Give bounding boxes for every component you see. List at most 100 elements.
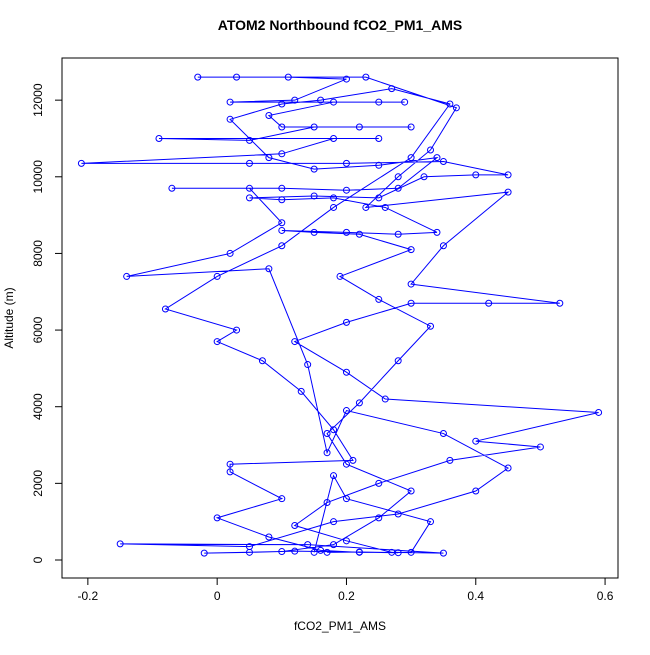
point (433, 154, 441, 162)
point (375, 134, 383, 142)
point (407, 299, 415, 307)
point (323, 449, 331, 457)
point (504, 171, 512, 179)
point (310, 192, 318, 200)
point (439, 157, 447, 165)
point (336, 272, 344, 280)
point (375, 161, 383, 169)
point (375, 479, 383, 487)
point (375, 295, 383, 303)
point (168, 184, 176, 192)
point (245, 184, 253, 192)
point (310, 165, 318, 173)
point (362, 203, 370, 211)
point (330, 203, 338, 211)
point (278, 495, 286, 503)
point (342, 495, 350, 503)
point (381, 395, 389, 403)
point (427, 518, 435, 526)
point (427, 146, 435, 154)
point (472, 487, 480, 495)
chart-title: ATOM2 Northbound fCO2_PM1_AMS (218, 17, 463, 33)
x-tick-label: 0.4 (467, 589, 484, 603)
point (375, 514, 383, 522)
point (330, 518, 338, 526)
point (310, 548, 318, 556)
point (472, 437, 480, 445)
point (427, 322, 435, 330)
point (330, 194, 338, 202)
point (226, 468, 234, 476)
point (330, 98, 338, 106)
point (291, 547, 299, 555)
point (407, 280, 415, 288)
point (77, 159, 85, 167)
point (446, 100, 454, 108)
point (323, 430, 331, 438)
point (116, 540, 124, 548)
point (291, 96, 299, 104)
point (245, 159, 253, 167)
point (394, 230, 402, 238)
point (355, 399, 363, 407)
point (433, 228, 441, 236)
point (375, 194, 383, 202)
point (278, 100, 286, 108)
point (349, 456, 357, 464)
point (304, 361, 312, 369)
point (330, 134, 338, 142)
point (323, 548, 331, 556)
point (123, 272, 131, 280)
y-axis-label: Altitude (m) (2, 287, 16, 348)
point (485, 299, 493, 307)
point (401, 98, 409, 106)
point (161, 305, 169, 313)
point (245, 543, 253, 551)
point (233, 73, 241, 81)
point (355, 548, 363, 556)
point (265, 111, 273, 119)
point (504, 464, 512, 472)
point (226, 460, 234, 468)
point (439, 242, 447, 250)
point (556, 299, 564, 307)
point (310, 228, 318, 236)
x-tick-label: -0.2 (78, 589, 99, 603)
plot-box (61, 57, 619, 579)
point (439, 549, 447, 557)
point (194, 73, 202, 81)
point (504, 188, 512, 196)
point (394, 173, 402, 181)
point (595, 408, 603, 416)
y-tick-label: 10000 (31, 160, 45, 194)
point (226, 115, 234, 123)
point (284, 73, 292, 81)
point (278, 548, 286, 556)
point (317, 546, 325, 554)
point (362, 73, 370, 81)
point (278, 196, 286, 204)
point (407, 123, 415, 131)
point (330, 426, 338, 434)
point (394, 184, 402, 192)
point (407, 246, 415, 254)
point (388, 85, 396, 93)
point (245, 136, 253, 144)
point (375, 98, 383, 106)
point (407, 548, 415, 556)
point (200, 549, 208, 557)
y-tick-label: 6000 (31, 316, 45, 343)
point (278, 219, 286, 227)
point (310, 123, 318, 131)
point (278, 184, 286, 192)
point (407, 487, 415, 495)
point (245, 194, 253, 202)
x-tick-label: 0.6 (597, 589, 614, 603)
x-tick-label: 0 (214, 589, 221, 603)
y-tick-label: 12000 (31, 83, 45, 117)
point (265, 533, 273, 541)
series-line (81, 76, 599, 554)
point (355, 123, 363, 131)
point (381, 203, 389, 211)
